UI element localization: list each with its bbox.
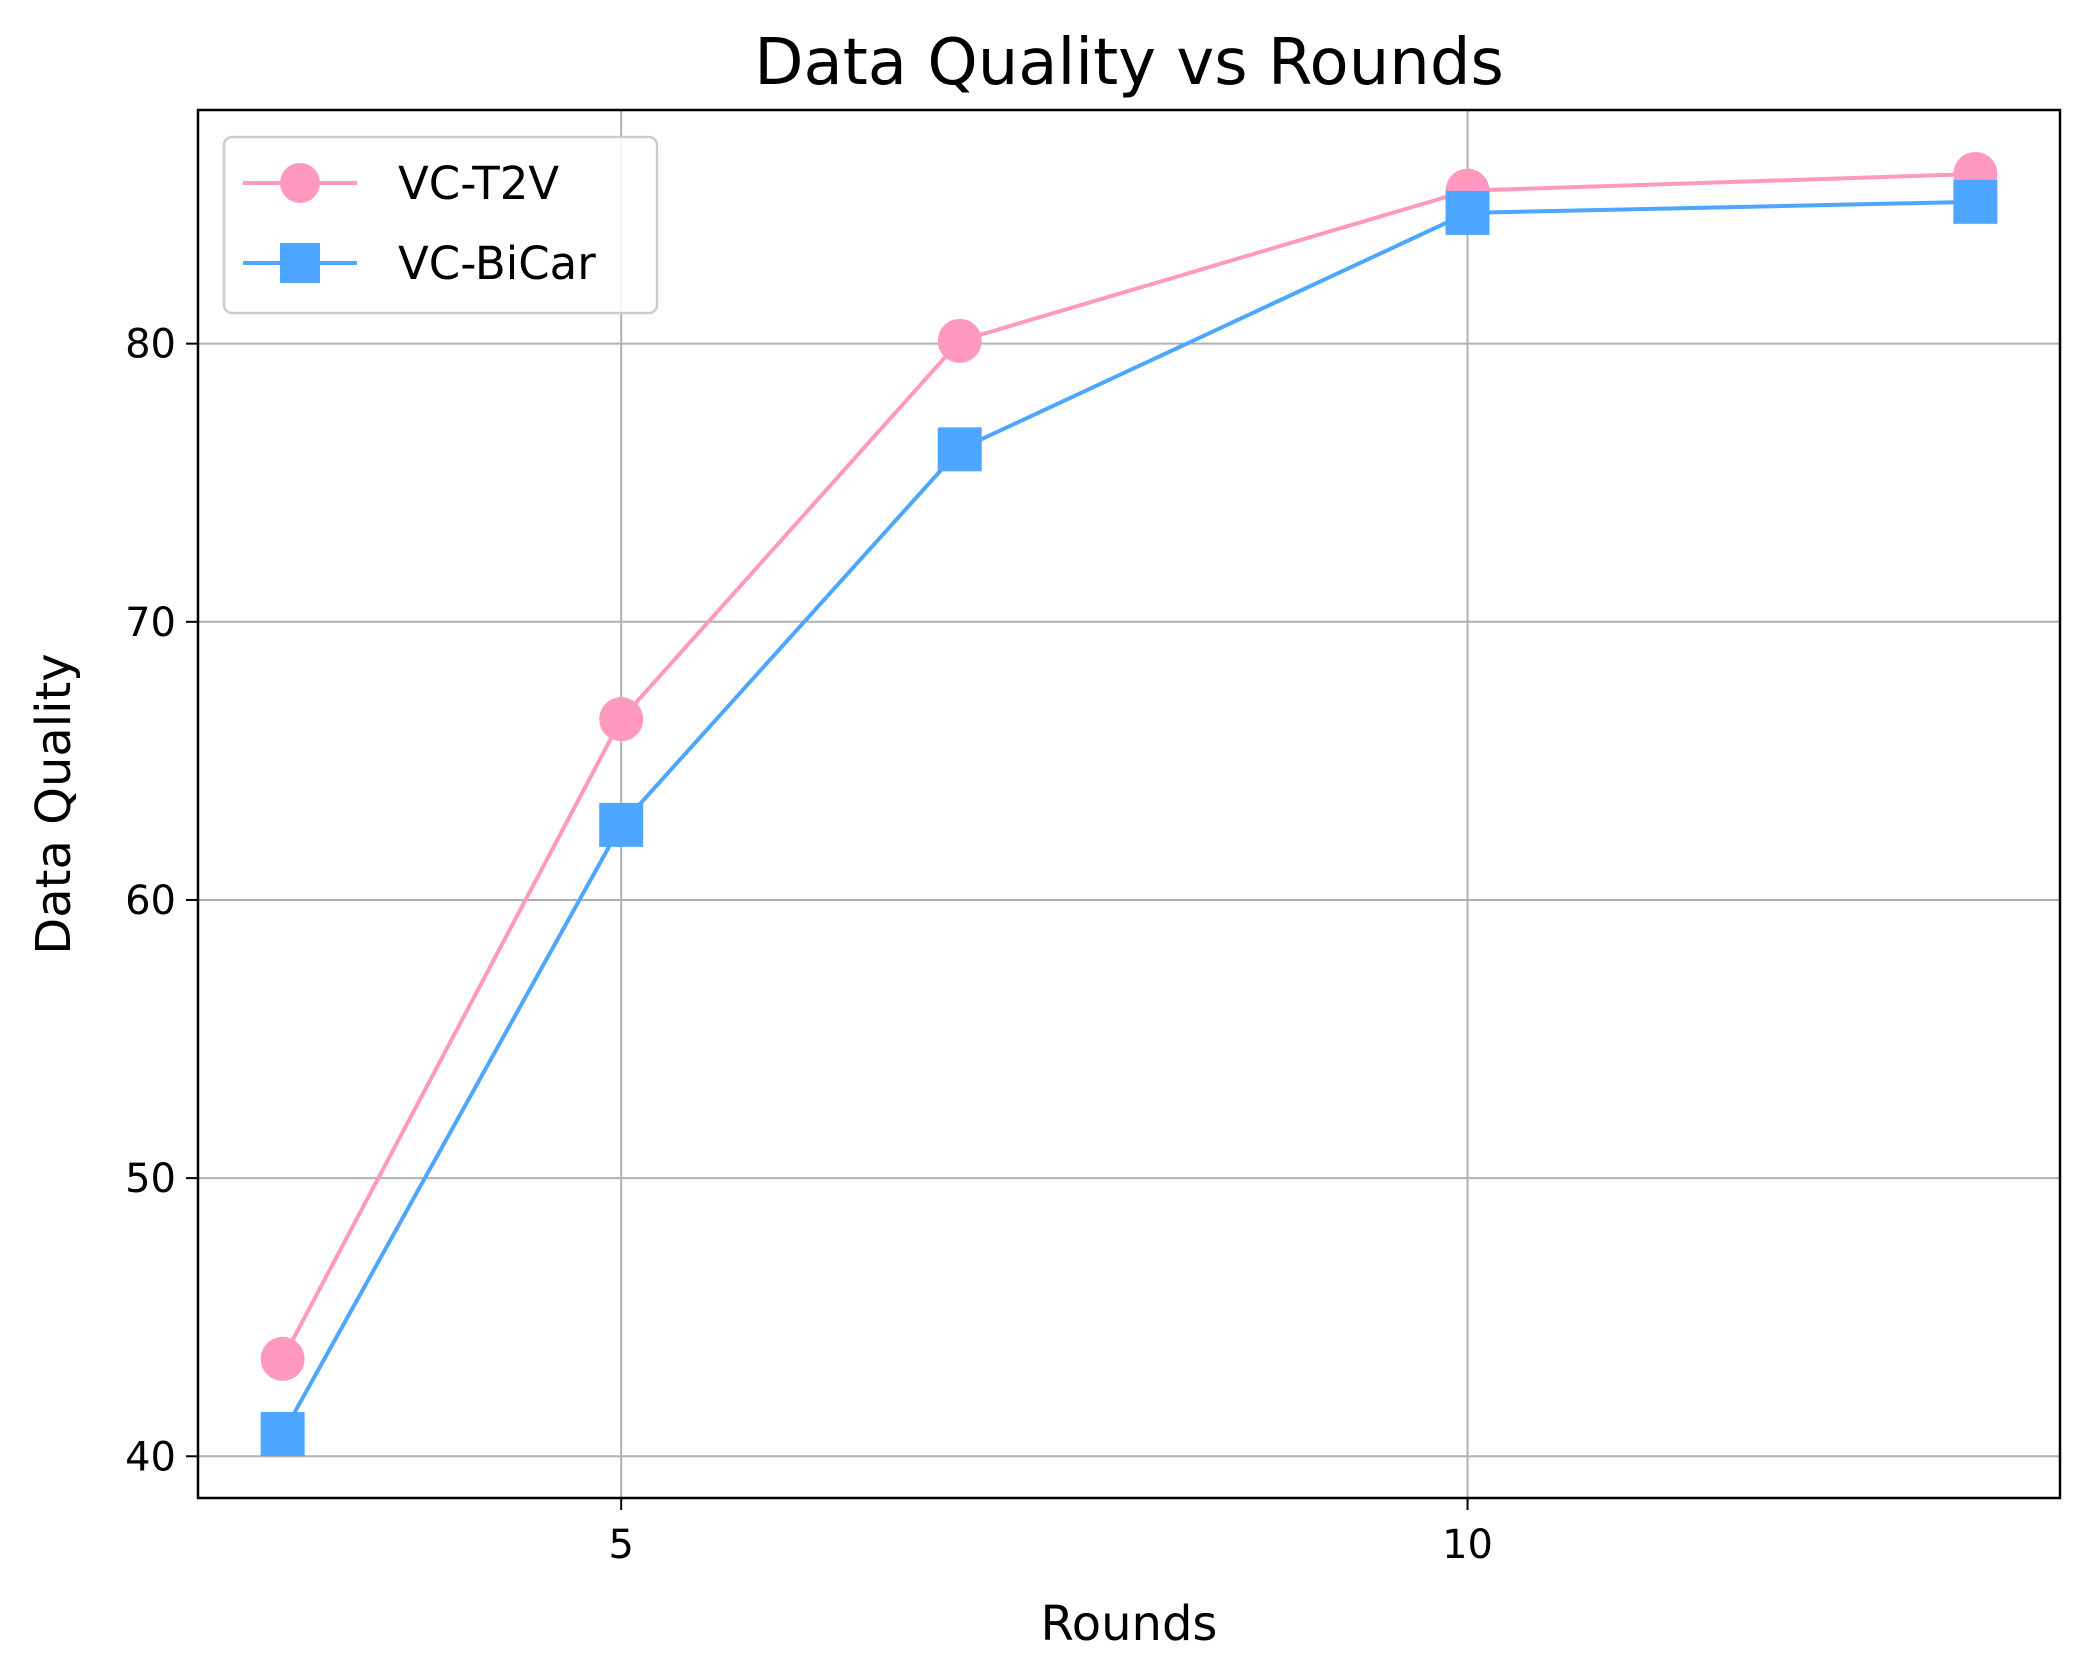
y-tick-label-80: 80 (125, 322, 176, 368)
data-point-vc-bicar-1 (599, 802, 644, 847)
legend-label-vc-bicar: VC-BiCar (398, 237, 596, 290)
axis-ticks: 40 50 60 70 80 5 10 (125, 322, 1493, 1568)
legend-marker-vc-t2v (280, 163, 320, 203)
y-axis-label: Data Quality (26, 653, 82, 954)
x-tick-label-5: 5 (608, 1522, 633, 1568)
data-point-vc-bicar-3 (1445, 190, 1490, 235)
y-tick-label-70: 70 (125, 600, 176, 646)
x-tick-label-10: 10 (1442, 1522, 1493, 1568)
x-axis-label: Rounds (1041, 1596, 1218, 1652)
data-point-vc-bicar-0 (260, 1412, 305, 1457)
data-point-vc-bicar-2 (937, 427, 982, 472)
y-tick-label-50: 50 (125, 1156, 176, 1202)
data-point-vc-t2v-1 (599, 697, 644, 742)
data-point-vc-bicar-4 (1953, 179, 1998, 224)
legend-label-vc-t2v: VC-T2V (398, 157, 559, 210)
plot-frame (196, 108, 2062, 1500)
legend: VC-T2V VC-BiCar (222, 135, 659, 315)
data-point-vc-t2v-2 (937, 318, 982, 363)
y-tick-label-60: 60 (125, 878, 176, 924)
data-point-vc-t2v-0 (260, 1336, 305, 1381)
y-tick-label-40: 40 (125, 1434, 176, 1480)
data-series (260, 151, 1998, 1457)
chart-title: Data Quality vs Rounds (754, 26, 1504, 100)
legend-marker-vc-bicar (280, 243, 320, 283)
